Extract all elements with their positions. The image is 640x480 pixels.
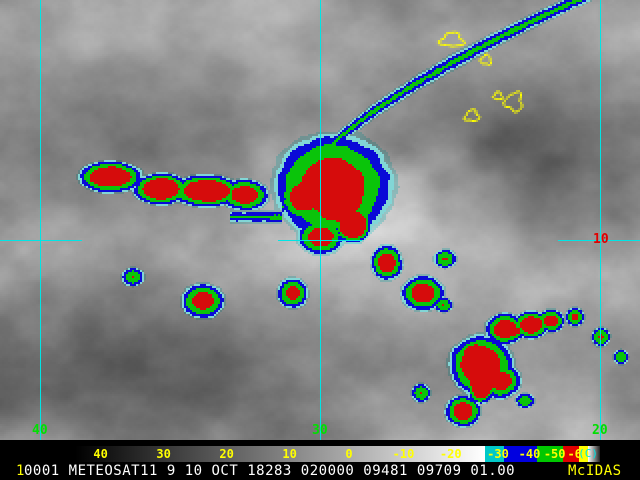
colorbar-segment-red-band (563, 446, 579, 462)
colorbar-tick-0: 0 (345, 447, 353, 461)
grid-line-lon-40 (40, 0, 41, 440)
software-label: McIDAS (568, 463, 622, 479)
grid-line-lat-10-right (558, 240, 640, 241)
grid-line-lat-10-left (0, 240, 82, 241)
colorbar-tick-40: 40 (93, 447, 108, 461)
colorbar-tick-minus30: -30 (487, 447, 509, 461)
status-text: 0001 METEOSAT11 9 10 OCT 18283 020000 09… (24, 463, 516, 479)
colorbar-units-label: (C) (578, 447, 598, 460)
lon-label-30: 30 (312, 423, 328, 438)
grid-line-lon-30 (320, 0, 321, 440)
colorbar-segment-yellow-band (579, 446, 589, 462)
colorbar-tick-20: 20 (219, 447, 234, 461)
colorbar-tick-minus50: -50 (543, 447, 566, 461)
temperature-colorbar[interactable]: (C) 40 30 20 10 0 -10 -20 -30 -40 -50 -60 (75, 446, 600, 462)
bottom-info-panel: (C) 40 30 20 10 0 -10 -20 -30 -40 -50 -60 1 0001 M… (0, 440, 640, 480)
colorbar-segment-cyan-band (484, 446, 505, 462)
lon-label-20: 20 (592, 423, 608, 438)
lon-label-40: 40 (32, 423, 48, 438)
grid-line-lon-20 (600, 0, 601, 440)
colorbar-segment-white-grey-tail (588, 446, 600, 462)
colorbar-tick-30: 30 (156, 447, 171, 461)
colorbar-segment-green-band (537, 446, 564, 462)
lat-label-10: 10 (593, 232, 609, 247)
colorbar-segment-blue-band (504, 446, 537, 462)
colorbar-tick-minus40: -40 (518, 447, 541, 461)
colorbar-tick-minus20: -20 (439, 447, 462, 461)
status-line: 1 0001 METEOSAT11 9 10 OCT 18283 020000 … (0, 463, 640, 480)
frame-number: 1 (16, 463, 25, 479)
colorbar-row: (C) 40 30 20 10 0 -10 -20 -30 -40 -50 -60 (0, 446, 640, 462)
satellite-image-area[interactable]: 40 30 20 10 (0, 0, 640, 440)
colorbar-segment-grey-ramp (75, 446, 485, 462)
colorbar-tick-minus10: -10 (392, 447, 415, 461)
colorbar-tick-minus60: -60 (567, 447, 590, 461)
colorbar-tick-10: 10 (282, 447, 297, 461)
grid-line-lat-10-center (278, 240, 362, 241)
